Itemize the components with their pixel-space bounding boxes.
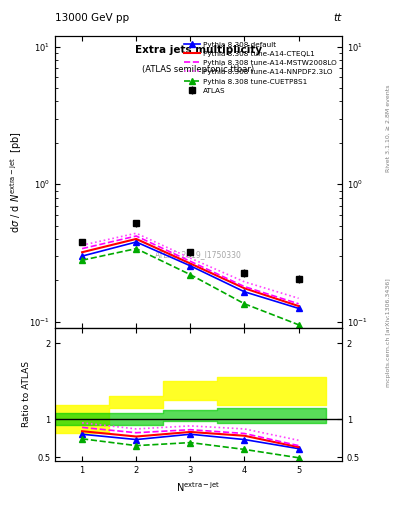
Line: Pythia 8.308 default: Pythia 8.308 default (79, 239, 301, 311)
Pythia 8.308 tune-A14-NNPDF2.3LO (134, 230, 139, 237)
Line: Pythia 8.308 tune-CUETP8S1: Pythia 8.308 tune-CUETP8S1 (79, 246, 301, 328)
Text: Extra jets multiplicity: Extra jets multiplicity (135, 45, 262, 55)
Text: 13000 GeV pp: 13000 GeV pp (55, 13, 129, 23)
Line: Pythia 8.308 tune-A14-CTEQL1: Pythia 8.308 tune-A14-CTEQL1 (82, 239, 299, 306)
Text: tt: tt (334, 13, 342, 23)
Pythia 8.308 default (134, 239, 139, 245)
Line: Pythia 8.308 tune-A14-NNPDF2.3LO: Pythia 8.308 tune-A14-NNPDF2.3LO (82, 233, 299, 298)
Pythia 8.308 default (188, 263, 193, 269)
Pythia 8.308 tune-A14-NNPDF2.3LO (188, 255, 193, 261)
Pythia 8.308 tune-A14-CTEQL1 (296, 303, 301, 309)
Pythia 8.308 tune-A14-MSTW2008LO (134, 233, 139, 239)
Y-axis label: d$\sigma$ / d $N^{\mathrm{extra-jet}}$  [pb]: d$\sigma$ / d $N^{\mathrm{extra-jet}}$ [… (8, 131, 24, 233)
Pythia 8.308 default (296, 305, 301, 311)
Pythia 8.308 tune-CUETP8S1 (188, 271, 193, 278)
Pythia 8.308 default (242, 289, 247, 295)
Pythia 8.308 tune-A14-CTEQL1 (242, 285, 247, 291)
Text: ATLAS_2019_I1750330: ATLAS_2019_I1750330 (155, 250, 242, 260)
Pythia 8.308 tune-A14-NNPDF2.3LO (296, 295, 301, 302)
Legend: Pythia 8.308 default, Pythia 8.308 tune-A14-CTEQL1, Pythia 8.308 tune-A14-MSTW20: Pythia 8.308 default, Pythia 8.308 tune-… (183, 39, 338, 95)
Text: mcplots.cern.ch [arXiv:1306.3436]: mcplots.cern.ch [arXiv:1306.3436] (386, 279, 391, 387)
Pythia 8.308 tune-CUETP8S1 (134, 246, 139, 252)
Pythia 8.308 tune-A14-NNPDF2.3LO (80, 242, 84, 248)
X-axis label: N$^{\mathrm{extra-jet}}$: N$^{\mathrm{extra-jet}}$ (176, 480, 220, 494)
Pythia 8.308 tune-CUETP8S1 (296, 322, 301, 328)
Line: Pythia 8.308 tune-A14-MSTW2008LO: Pythia 8.308 tune-A14-MSTW2008LO (82, 236, 299, 304)
Pythia 8.308 tune-A14-CTEQL1 (80, 249, 84, 255)
Pythia 8.308 tune-A14-CTEQL1 (188, 261, 193, 267)
Pythia 8.308 tune-CUETP8S1 (242, 301, 247, 307)
Y-axis label: Ratio to ATLAS: Ratio to ATLAS (22, 361, 31, 428)
Pythia 8.308 default (80, 253, 84, 259)
Pythia 8.308 tune-A14-MSTW2008LO (188, 258, 193, 264)
Pythia 8.308 tune-A14-NNPDF2.3LO (242, 279, 247, 285)
Text: (ATLAS semileptonic ttbar): (ATLAS semileptonic ttbar) (142, 65, 255, 74)
Pythia 8.308 tune-CUETP8S1 (80, 257, 84, 263)
Pythia 8.308 tune-A14-MSTW2008LO (80, 246, 84, 252)
Pythia 8.308 tune-A14-CTEQL1 (134, 236, 139, 242)
Pythia 8.308 tune-A14-MSTW2008LO (242, 284, 247, 290)
Pythia 8.308 tune-A14-MSTW2008LO (296, 301, 301, 307)
Text: Rivet 3.1.10, ≥ 2.8M events: Rivet 3.1.10, ≥ 2.8M events (386, 84, 391, 172)
